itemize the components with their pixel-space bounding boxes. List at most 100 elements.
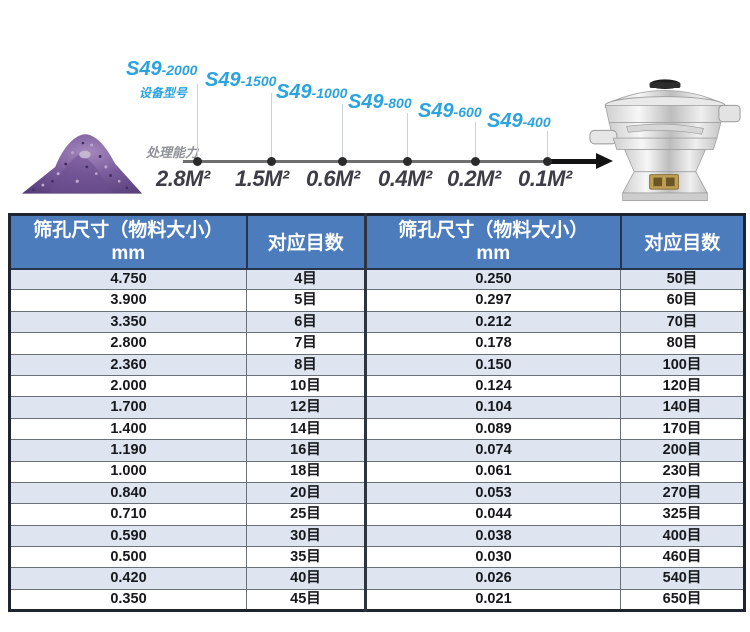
arrow-right-icon <box>596 153 613 169</box>
cell-mesh-count-left: 20目 <box>246 481 366 505</box>
table-body: 4.750 4目 0.250 50目 3.900 5目 0.297 60目 3.… <box>9 267 745 612</box>
axis-guide-line <box>197 84 198 162</box>
cell-mesh-count-right: 80目 <box>620 332 745 355</box>
cell-mesh-count-left: 45目 <box>246 588 366 612</box>
header-mesh-left: 对应目数 <box>245 213 367 270</box>
cell-mesh-count-right: 650目 <box>620 588 745 612</box>
cell-mesh-count-right: 200目 <box>620 439 745 462</box>
cell-aperture-mm-right: 0.124 <box>364 374 621 398</box>
model-suffix: -1500 <box>240 73 277 89</box>
cell-aperture-mm-left: 2.000 <box>9 374 247 398</box>
cell-mesh-count-left: 25目 <box>246 503 366 526</box>
cell-aperture-mm-left: 0.420 <box>9 567 247 590</box>
model-prefix: S49 <box>205 69 241 91</box>
cell-mesh-count-right: 120目 <box>620 374 745 398</box>
cell-mesh-count-left: 16目 <box>246 439 366 462</box>
axis-dot <box>543 157 552 166</box>
cell-aperture-mm-right: 0.104 <box>364 396 621 419</box>
cell-mesh-count-right: 70目 <box>620 310 745 334</box>
table-row: 0.420 40目 0.026 540目 <box>9 567 745 590</box>
model-prefix: S49 <box>487 110 523 132</box>
cell-mesh-count-right: 100目 <box>620 353 745 376</box>
cell-mesh-count-left: 18目 <box>246 460 366 483</box>
cell-mesh-count-left: 14目 <box>246 417 366 441</box>
cell-aperture-mm-right: 0.150 <box>364 353 621 376</box>
axis-guide-line <box>407 113 408 162</box>
cell-mesh-count-left: 35目 <box>246 546 366 569</box>
header-aperture-left: 筛孔尺寸（物料大小） mm <box>8 213 248 270</box>
table-row: 2.360 8目 0.150 100目 <box>9 353 745 376</box>
vibrating-sieve-machine-image <box>589 79 741 202</box>
cell-mesh-count-right: 60目 <box>620 289 745 312</box>
header-size-title: 筛孔尺寸（物料大小） <box>398 219 589 241</box>
cell-aperture-mm-left: 0.500 <box>9 546 247 569</box>
model-suffix: -400 <box>522 114 551 130</box>
header-size-title: 筛孔尺寸（物料大小） <box>33 219 224 241</box>
cell-aperture-mm-left: 0.590 <box>9 524 247 548</box>
table-row: 3.900 5目 0.297 60目 <box>9 289 745 312</box>
cell-aperture-mm-left: 4.750 <box>9 267 247 291</box>
capacity-value: 0.1M² <box>518 166 572 191</box>
cell-aperture-mm-right: 0.212 <box>364 310 621 334</box>
capacity-value: 1.5M² <box>235 166 289 191</box>
cell-aperture-mm-left: 3.900 <box>9 289 247 312</box>
cell-aperture-mm-right: 0.297 <box>364 289 621 312</box>
axis-guide-line <box>547 131 548 162</box>
cell-aperture-mm-left: 1.190 <box>9 439 247 462</box>
capacity-value: 0.2M² <box>447 166 501 191</box>
capacity-axis-line <box>183 160 555 163</box>
model-label-s49-400: S49-400 <box>487 110 551 133</box>
model-suffix: -2000 <box>161 62 198 78</box>
cell-aperture-mm-left: 1.700 <box>9 396 247 419</box>
cell-mesh-count-left: 8目 <box>246 353 366 376</box>
cell-mesh-count-left: 7目 <box>246 332 366 355</box>
model-prefix: S49 <box>418 100 454 122</box>
cell-aperture-mm-left: 0.840 <box>9 481 247 505</box>
cell-mesh-count-right: 230目 <box>620 460 745 483</box>
cell-mesh-count-left: 40目 <box>246 567 366 590</box>
cell-aperture-mm-right: 0.026 <box>364 567 621 590</box>
header-size-unit: mm <box>111 242 146 264</box>
cell-mesh-count-left: 4目 <box>246 267 366 291</box>
cell-mesh-count-left: 6目 <box>246 310 366 334</box>
axis-guide-line <box>475 122 476 162</box>
table-row: 0.840 20目 0.053 270目 <box>9 481 745 505</box>
cell-mesh-count-right: 325目 <box>620 503 745 526</box>
cell-aperture-mm-right: 0.044 <box>364 503 621 526</box>
model-label-s49-1500: S49-1500 <box>205 69 276 92</box>
cell-aperture-mm-right: 0.021 <box>364 588 621 612</box>
cell-aperture-mm-right: 0.030 <box>364 546 621 569</box>
capacity-value: 0.4M² <box>378 166 432 191</box>
table-row: 1.000 18目 0.061 230目 <box>9 460 745 483</box>
model-prefix: S49 <box>348 91 384 113</box>
cell-aperture-mm-right: 0.178 <box>364 332 621 355</box>
axis-guide-line <box>342 104 343 162</box>
capacity-value: 2.8M² <box>156 166 210 191</box>
cell-aperture-mm-left: 3.350 <box>9 310 247 334</box>
axis-dot <box>193 157 202 166</box>
model-suffix: -1000 <box>311 85 348 101</box>
cell-aperture-mm-right: 0.038 <box>364 524 621 548</box>
axis-dot <box>471 157 480 166</box>
cell-aperture-mm-left: 0.350 <box>9 588 247 612</box>
cell-mesh-count-right: 270目 <box>620 481 745 505</box>
model-caption: 设备型号 <box>139 86 188 100</box>
table-row: 0.500 35目 0.030 460目 <box>9 546 745 569</box>
arrow-shaft <box>550 159 598 164</box>
axis-dot <box>403 157 412 166</box>
cell-mesh-count-left: 5目 <box>246 289 366 312</box>
cell-mesh-count-left: 30目 <box>246 524 366 548</box>
cell-aperture-mm-left: 2.800 <box>9 332 247 355</box>
model-label-s49-600: S49-600 <box>418 100 482 123</box>
cell-mesh-count-right: 140目 <box>620 396 745 419</box>
model-prefix: S49 <box>276 81 312 103</box>
capacity-value: 0.6M² <box>306 166 360 191</box>
axis-dot <box>267 157 276 166</box>
cell-mesh-count-right: 400目 <box>620 524 745 548</box>
model-label-s49-800: S49-800 <box>348 91 412 114</box>
powder-pile-image <box>21 134 143 194</box>
table-row: 2.000 10目 0.124 120目 <box>9 374 745 398</box>
header-size-unit: mm <box>476 242 511 264</box>
table-row: 1.700 12目 0.104 140目 <box>9 396 745 419</box>
cell-aperture-mm-right: 0.250 <box>364 267 621 291</box>
